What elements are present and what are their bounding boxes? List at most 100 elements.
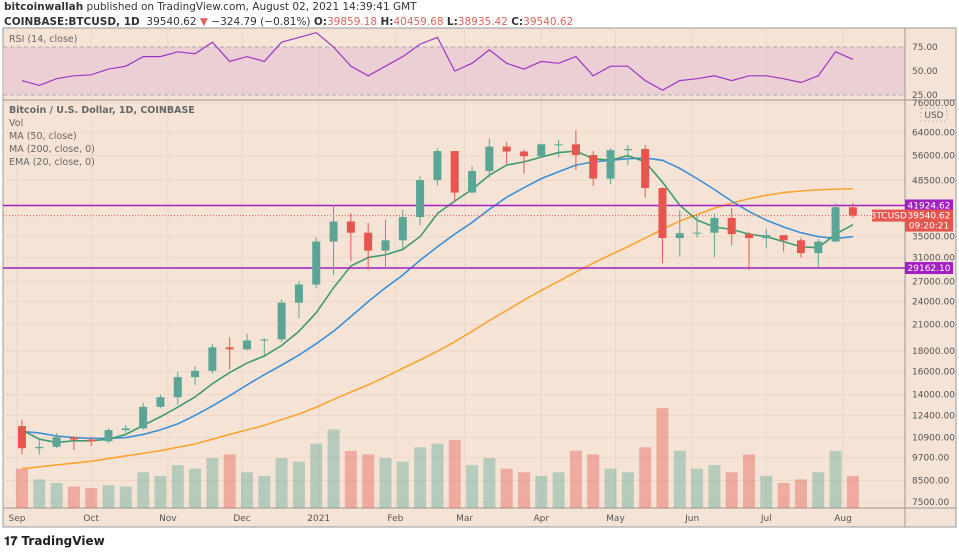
candle-body xyxy=(831,207,840,242)
candle-body xyxy=(571,144,580,156)
volume-bar xyxy=(119,486,132,508)
price-tick: 48500.00 xyxy=(912,176,955,186)
volume-bar xyxy=(656,408,669,508)
volume-bar xyxy=(621,472,634,508)
candle-body xyxy=(87,439,96,442)
candle-body xyxy=(225,347,234,350)
tv-logo-icon: 𝟏𝟕 xyxy=(4,534,18,548)
high-label: H: xyxy=(380,16,394,28)
candle-body xyxy=(69,437,78,440)
time-label-dec: Dec xyxy=(233,514,250,524)
candle-body xyxy=(814,241,823,254)
time-label-feb: Feb xyxy=(387,514,403,524)
candle-body xyxy=(450,151,459,193)
volume-bar xyxy=(794,479,807,508)
time-label-jul: Jul xyxy=(760,514,772,524)
rsi-tick: 50.00 xyxy=(912,67,938,77)
support-badge-bg xyxy=(905,262,953,275)
candle-body xyxy=(537,144,546,157)
price-tick: 18000.00 xyxy=(912,347,955,357)
ma200-legend[interactable]: MA (200, close, 0) xyxy=(9,144,95,155)
ma200-line xyxy=(21,187,853,470)
volume-bar xyxy=(448,440,461,508)
volume-bar xyxy=(760,475,773,508)
volume-bar xyxy=(275,458,288,508)
volume-bar xyxy=(362,454,375,508)
tradingview-logo: 𝟏𝟕 TradingView xyxy=(4,534,105,549)
candle-body xyxy=(779,235,788,241)
volume-bar xyxy=(258,475,271,508)
price-tick: 21000.00 xyxy=(912,321,955,331)
rsi-legend[interactable]: RSI (14, close) xyxy=(9,34,77,45)
candle-body xyxy=(17,426,26,449)
ema20-legend[interactable]: EMA (20, close, 0) xyxy=(9,157,95,168)
time-label-oct: Oct xyxy=(83,514,99,524)
volume-bar xyxy=(431,443,444,508)
candle-body xyxy=(260,339,269,341)
countdown: 09:20:21 xyxy=(909,222,949,232)
candle-body xyxy=(623,148,632,151)
candle-body xyxy=(433,151,442,181)
volume-bar xyxy=(483,458,496,508)
time-label-aug: Aug xyxy=(834,514,852,524)
volume-bar xyxy=(396,461,409,508)
volume-bar xyxy=(102,485,115,508)
volume-bar xyxy=(189,468,202,508)
chart-title: Bitcoin / U.S. Dollar, 1D, COINBASE xyxy=(9,105,195,116)
volume-bar xyxy=(604,468,617,508)
low-label: L: xyxy=(446,16,458,28)
candle-body xyxy=(485,146,494,172)
price-tick: 8500.00 xyxy=(912,476,949,486)
volume-bar xyxy=(50,483,63,508)
symbol-badge-bg xyxy=(872,209,905,222)
candle-body xyxy=(329,221,338,242)
candle-body xyxy=(191,370,200,378)
currency-box[interactable] xyxy=(920,107,948,122)
price-tick: 9700.00 xyxy=(912,454,949,464)
close-label: C: xyxy=(511,16,524,28)
volume-bar xyxy=(829,450,842,508)
candle-body xyxy=(519,151,528,157)
vol-legend[interactable]: Vol xyxy=(9,118,23,129)
time-label-sep: Sep xyxy=(9,514,26,524)
volume-bar xyxy=(569,450,582,508)
volume-bar xyxy=(639,447,652,508)
candle-body xyxy=(606,150,615,179)
volume-bar xyxy=(535,475,548,508)
chart-background xyxy=(2,27,957,528)
volume-bar xyxy=(466,465,479,508)
volume-bar xyxy=(154,475,167,508)
price-tick: 7500.00 xyxy=(912,498,949,508)
low-value: 38935.42 xyxy=(457,16,508,28)
volume-bar xyxy=(517,472,530,508)
ma50-legend[interactable]: MA (50, close) xyxy=(9,131,77,142)
candle-body xyxy=(294,284,303,303)
price-tick: 14000.00 xyxy=(912,390,955,400)
volume-bar xyxy=(33,479,46,508)
time-label-2021: 2021 xyxy=(307,514,330,524)
symbol-badge: BTCUSD xyxy=(870,212,907,222)
publish-text: published on TradingView.com, August 02,… xyxy=(86,1,417,13)
volume-bar xyxy=(846,475,859,508)
volume-bar xyxy=(552,472,565,508)
candle-body xyxy=(139,406,148,429)
price-tick: 24000.00 xyxy=(912,298,955,308)
volume-bar xyxy=(171,465,184,508)
price-change: −324.79 (−0.81%) xyxy=(211,16,311,28)
volume-bar xyxy=(414,447,427,508)
candle-body xyxy=(762,235,771,239)
candle-body xyxy=(416,180,425,218)
open-value: 39859.18 xyxy=(327,16,378,28)
candle-body xyxy=(104,430,113,442)
candle-body xyxy=(208,347,217,371)
candle-body xyxy=(675,233,684,239)
candle-body xyxy=(710,217,719,233)
volume-bar xyxy=(500,468,513,508)
author: bitcoinwallah xyxy=(4,1,84,13)
time-label-mar: Mar xyxy=(456,514,473,524)
volume-bar xyxy=(223,454,236,508)
candle-body xyxy=(848,207,857,216)
candle-body xyxy=(727,217,736,235)
volume-bar xyxy=(708,465,721,508)
